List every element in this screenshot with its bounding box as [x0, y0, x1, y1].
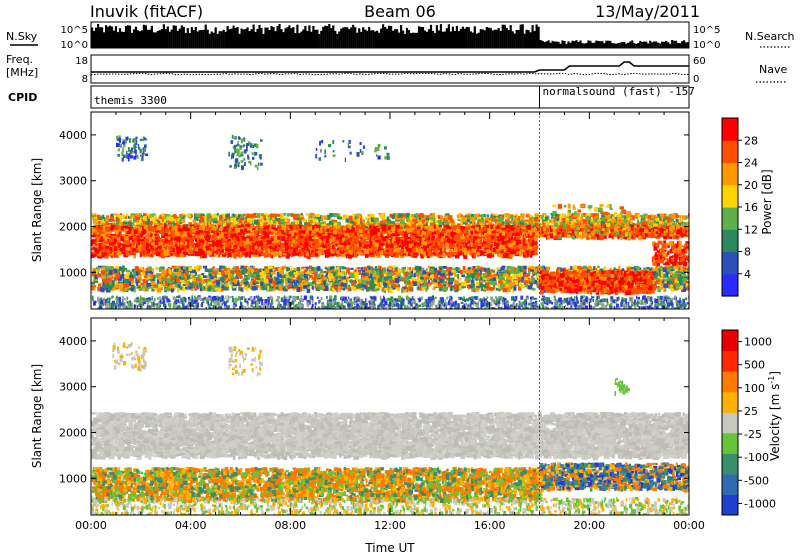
noise-left-tick-bottom: 10^0 [61, 40, 88, 51]
velocity-xtick-4: 16:00 [474, 519, 506, 532]
velocity-xtick-0: 00:00 [75, 519, 107, 532]
noise-right-label: N.Search [745, 30, 795, 43]
cpid-segment-themis: themis 3300 [94, 94, 167, 107]
power-colorbar-swatch-5 [722, 162, 738, 186]
velocity-colorbar-tick-5: -100 [744, 451, 769, 464]
cpid-label: CPID [8, 91, 37, 104]
velocity-ytick-2: 3000 [59, 381, 87, 394]
velocity-colorbar-title-text: Velocity [m s-1] [767, 371, 782, 461]
power-colorbar-tick-0: 4 [744, 268, 751, 281]
velocity-colorbar-tick-0: 1000 [744, 336, 772, 349]
freq-label-1: Freq. [6, 53, 33, 66]
power-ytick-0: 1000 [59, 266, 87, 279]
velocity-ylabel: Slant Range [km] [30, 364, 44, 468]
power-colorbar-tick-6: 28 [744, 134, 758, 147]
power-ylabel: Slant Range [km] [30, 158, 44, 262]
power-colorbar-title: Power [dB] [760, 169, 774, 234]
beam-title: Beam 06 [364, 2, 436, 21]
velocity-colorbar-swatch-6 [722, 371, 738, 393]
velocity-xtick-3: 12:00 [374, 519, 406, 532]
power-ytick-1: 2000 [59, 221, 87, 234]
freq-label-2: [MHz] [6, 66, 38, 79]
power-ytick-3: 4000 [59, 129, 87, 142]
cpid-panel: CPID themis 3300 normalsound (fast) -157 [8, 85, 695, 109]
power-colorbar-swatch-4 [722, 184, 738, 208]
velocity-colorbar-swatch-3 [722, 432, 738, 454]
velocity-colorbar-tick-1: 500 [744, 359, 765, 372]
noise-right-tick-bottom: 10^0 [693, 40, 720, 51]
power-colorbar-swatch-1 [722, 251, 738, 275]
velocity-colorbar-swatch-7 [722, 350, 738, 372]
velocity-colorbar-tick-6: -500 [744, 474, 769, 487]
cpid-segment-normalsound: normalsound (fast) -157 [543, 85, 695, 98]
power-colorbar-swatch-3 [722, 207, 738, 230]
velocity-ytick-0: 1000 [59, 472, 87, 485]
velocity-colorbar-tick-7: -1000 [744, 497, 776, 510]
velocity-colorbar-swatch-2 [722, 453, 738, 475]
freq-right-tick-top: 60 [693, 56, 706, 67]
power-colorbar-swatch-2 [722, 229, 738, 253]
velocity-xtick-2: 08:00 [274, 519, 306, 532]
velocity-panel: 1000 2000 3000 4000 00:00 04:00 08:00 12:00 16:… [30, 317, 782, 554]
velocity-colorbar-tick-3: 25 [744, 405, 758, 418]
velocity-colorbar-tick-4: -25 [744, 428, 762, 441]
station-title: Inuvik (fitACF) [90, 2, 203, 21]
velocity-xtick-5: 20:00 [573, 519, 605, 532]
power-panel: 1000 2000 3000 4000 Slant Range [km] 4 8 12 16… [30, 111, 774, 310]
power-colorbar-swatch-7 [722, 118, 738, 141]
power-colorbar-swatch-6 [722, 140, 738, 164]
power-colorbar-tick-3: 16 [744, 201, 758, 214]
velocity-colorbar-swatch-8 [722, 330, 738, 352]
velocity-xtick-6: 00:00 [673, 519, 705, 532]
power-colorbar-tick-1: 8 [744, 246, 751, 259]
velocity-colorbar-swatch-0 [722, 494, 738, 516]
velocity-xtick-1: 04:00 [175, 519, 207, 532]
noise-panel: N.Sky 10^5 10^0 10^5 10^0 N.Search [6, 21, 795, 51]
freq-left-tick-top: 18 [75, 56, 88, 67]
velocity-ytick-3: 4000 [59, 335, 87, 348]
power-colorbar-tick-4: 20 [744, 179, 758, 192]
nave-label: Nave [759, 63, 787, 76]
power-colorbar-tick-5: 24 [744, 157, 758, 170]
freq-right-tick-bottom: 0 [693, 74, 699, 85]
x-axis-label: Time UT [364, 541, 415, 554]
noise-left-label: N.Sky [6, 30, 38, 43]
velocity-ytick-1: 2000 [59, 427, 87, 440]
velocity-colorbar-tick-2: 100 [744, 382, 765, 395]
date-title: 13/May/2011 [595, 2, 700, 21]
noise-right-tick-top: 10^5 [693, 25, 720, 36]
velocity-colorbar-swatch-5 [722, 391, 738, 413]
power-ytick-2: 3000 [59, 175, 87, 188]
power-colorbar-swatch-0 [722, 273, 738, 297]
freq-left-tick-bottom: 8 [82, 74, 88, 85]
noise-left-tick-top: 10^5 [61, 25, 88, 36]
frequency-panel: Freq. [MHz] 18 8 60 0 Nave [6, 53, 787, 85]
velocity-colorbar-swatch-1 [722, 473, 738, 495]
power-colorbar-tick-2: 12 [744, 223, 758, 236]
velocity-colorbar-swatch-4 [722, 412, 738, 434]
